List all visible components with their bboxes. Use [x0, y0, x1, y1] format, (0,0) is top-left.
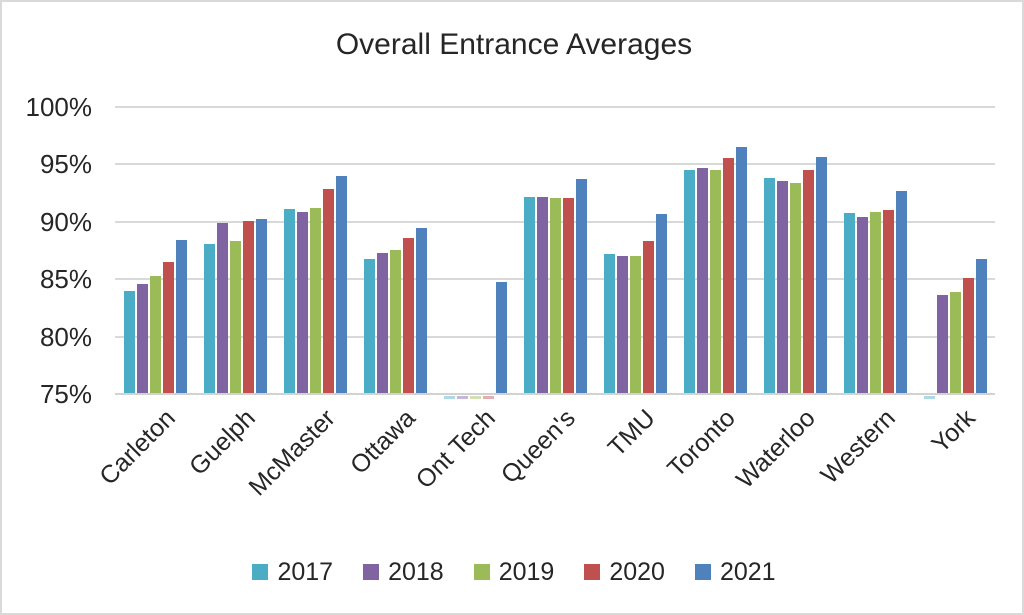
gridline-75: [115, 393, 995, 395]
bar-2021-guelph: [255, 218, 267, 393]
legend-swatch-2021: [694, 564, 711, 580]
gridline-100: [115, 106, 995, 108]
bar-2020-carleton: [162, 262, 174, 393]
bar-2021-tmu: [655, 213, 667, 393]
bar-2017-mcmaster: [284, 209, 296, 393]
legend-item-2021: 2021: [694, 557, 776, 587]
bar-2019-mcmaster: [309, 208, 321, 393]
bar-2017-western: [844, 212, 856, 393]
bar-2021-toronto: [735, 147, 747, 393]
bar-2020-western: [882, 210, 894, 393]
bar-2019-western: [869, 211, 881, 393]
bar-2017-ont-tech: [444, 396, 456, 399]
bar-2021-queen-s: [575, 179, 587, 393]
bar-2020-guelph: [242, 220, 254, 393]
bar-2019-ottawa: [389, 249, 401, 393]
bar-2021-york: [975, 258, 987, 393]
bar-2018-carleton: [137, 283, 149, 393]
bar-2021-carleton: [175, 240, 187, 393]
bar-2018-western: [857, 217, 869, 393]
legend-swatch-2018: [363, 564, 380, 580]
bar-2018-waterloo: [777, 180, 789, 393]
bar-2018-guelph: [217, 223, 229, 393]
y-axis-label-85: 85%: [39, 264, 92, 295]
legend-swatch-2017: [252, 564, 269, 580]
legend-item-2020: 2020: [584, 558, 665, 587]
bar-2020-waterloo: [802, 170, 814, 393]
legend-item-2017: 2017: [252, 558, 333, 587]
bar-2021-ont-tech: [495, 281, 507, 393]
bar-2017-carleton: [124, 290, 136, 393]
y-axis-label-95: 95%: [39, 149, 92, 180]
y-axis-label-90: 90%: [39, 206, 92, 237]
bar-2020-york: [962, 278, 974, 393]
bar-2017-tmu: [604, 254, 616, 393]
bar-2019-york: [949, 291, 961, 393]
y-axis-label-75: 75%: [39, 379, 92, 409]
legend-label-2019: 2019: [498, 557, 555, 586]
bar-2020-queen-s: [562, 197, 574, 393]
bar-2019-carleton: [149, 275, 161, 393]
bar-2017-queen-s: [524, 196, 536, 393]
bar-2019-waterloo: [789, 182, 801, 393]
bar-2018-tmu: [617, 256, 629, 393]
bar-2019-toronto: [709, 170, 721, 393]
chart-title: Overall Entrance Averages: [335, 28, 693, 61]
legend-label-2018: 2018: [388, 557, 444, 586]
bar-2017-guelph: [204, 243, 216, 393]
bar-2018-york: [937, 295, 949, 393]
y-axis-label-100: 100%: [25, 92, 93, 122]
bar-2021-mcmaster: [335, 176, 347, 393]
legend-label-2021: 2021: [719, 557, 776, 586]
bar-2018-queen-s: [537, 196, 549, 393]
bar-2021-waterloo: [815, 156, 827, 393]
bar-2020-toronto: [722, 157, 734, 393]
legend-item-2018: 2018: [363, 558, 444, 587]
bar-2018-ont-tech: [457, 396, 469, 399]
bar-2017-york: [924, 396, 936, 399]
bar-2019-queen-s: [549, 197, 561, 393]
bar-2017-ottawa: [364, 258, 376, 393]
gridline-95: [115, 163, 995, 166]
bar-2020-mcmaster: [322, 188, 334, 393]
bar-2021-western: [895, 190, 907, 393]
bar-2019-tmu: [629, 256, 641, 393]
legend-label-2020: 2020: [609, 557, 665, 586]
legend-item-2019: 2019: [473, 557, 555, 587]
bar-2020-ottawa: [402, 238, 414, 393]
bar-2017-toronto: [684, 170, 696, 393]
bar-2019-ont-tech: [469, 396, 481, 399]
legend: 2017 2018 2019 2020 2021: [2, 554, 1022, 590]
legend-swatch-2019: [473, 564, 490, 580]
bar-2020-ont-tech: [482, 396, 494, 399]
legend-label-2017: 2017: [277, 557, 334, 586]
bar-2017-waterloo: [764, 178, 776, 393]
y-axis-label-80: 80%: [39, 321, 92, 352]
bar-2021-ottawa: [415, 227, 427, 393]
bar-2020-tmu: [642, 241, 654, 393]
bar-2018-mcmaster: [297, 211, 309, 393]
bar-2018-ottawa: [377, 252, 389, 393]
legend-swatch-2020: [584, 564, 601, 580]
bar-2018-toronto: [697, 167, 709, 393]
bar-2019-guelph: [229, 241, 241, 393]
